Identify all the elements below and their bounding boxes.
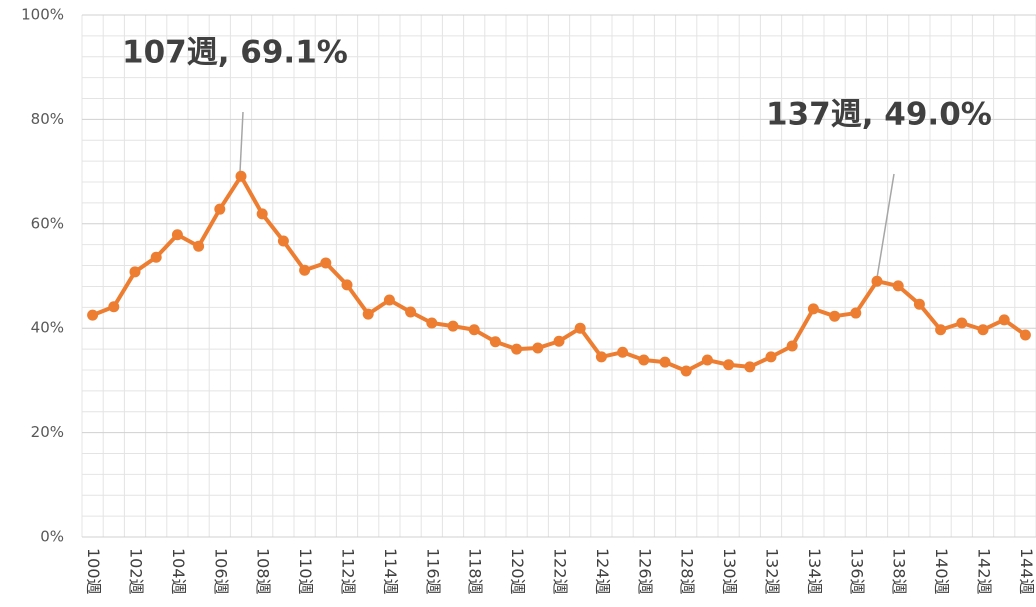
y-tick-label: 100% [21,6,64,24]
point [235,170,247,182]
point [680,365,692,377]
annotation: 137週, 49.0% [766,97,992,133]
point [765,351,777,363]
x-tick-label: 116週 [423,548,442,595]
point [638,354,650,366]
point [574,322,586,334]
y-tick-label: 60% [31,214,64,232]
x-tick-label: 136週 [847,548,866,595]
x-tick-label: 132週 [763,548,782,595]
x-tick-label: 108週 [254,548,273,595]
point [362,308,374,320]
x-tick-label: 100週 [84,548,103,595]
point [468,324,480,336]
y-tick-label: 40% [31,319,64,337]
point [553,335,565,347]
x-tick-label: 110週 [296,548,315,595]
grid [81,14,1036,538]
point [150,251,162,263]
point [617,346,629,358]
y-tick-label: 20% [31,423,64,441]
point [320,257,332,269]
point [850,307,862,319]
x-tick-label: 112週 [339,548,358,595]
point [193,240,205,252]
x-tick-label: 134週 [805,548,824,595]
x-tick-label: 138週 [890,548,909,595]
point [256,208,268,220]
point [977,324,989,336]
point [956,317,968,329]
x-tick-label: 102週 [127,548,146,595]
x-tick-label: 144週 [1017,548,1036,595]
point [744,361,756,373]
x-tick-label: 124週 [593,548,612,595]
point [405,306,417,318]
point [701,354,713,366]
point [871,275,883,287]
y-tick-label: 80% [31,110,64,128]
point [829,310,841,322]
x-tick-label: 114週 [381,548,400,595]
point [998,314,1010,326]
point [723,359,735,371]
annotation-leader [239,111,244,173]
point [171,229,183,241]
x-tick-label: 104週 [169,548,188,595]
point [447,320,459,332]
point [489,336,501,348]
point [659,356,671,368]
point [892,280,904,292]
point [511,343,523,355]
x-tick-label: 128週 [678,548,697,595]
point [532,342,544,354]
point [913,298,925,310]
point [214,203,226,215]
point [786,340,798,352]
point [87,309,99,321]
x-tick-label: 118週 [466,548,485,595]
point [383,294,395,306]
point [108,301,120,313]
x-tick-label: 122週 [551,548,570,595]
point [129,266,141,278]
annotation-leader [876,173,895,279]
point [935,324,947,336]
point [595,351,607,363]
x-tick-label: 106週 [211,548,230,595]
x-tick-label: 120週 [508,548,527,595]
x-tick-label: 142週 [975,548,994,595]
point [299,264,311,276]
point [1019,329,1031,341]
x-tick-label: 126週 [635,548,654,595]
point [341,279,353,291]
y-tick-label: 0% [40,528,64,546]
x-tick-label: 130週 [720,548,739,595]
x-tick-label: 140週 [932,548,951,595]
point [426,317,438,329]
point [807,303,819,315]
annotation: 107週, 69.1% [122,35,348,71]
point [277,235,289,247]
